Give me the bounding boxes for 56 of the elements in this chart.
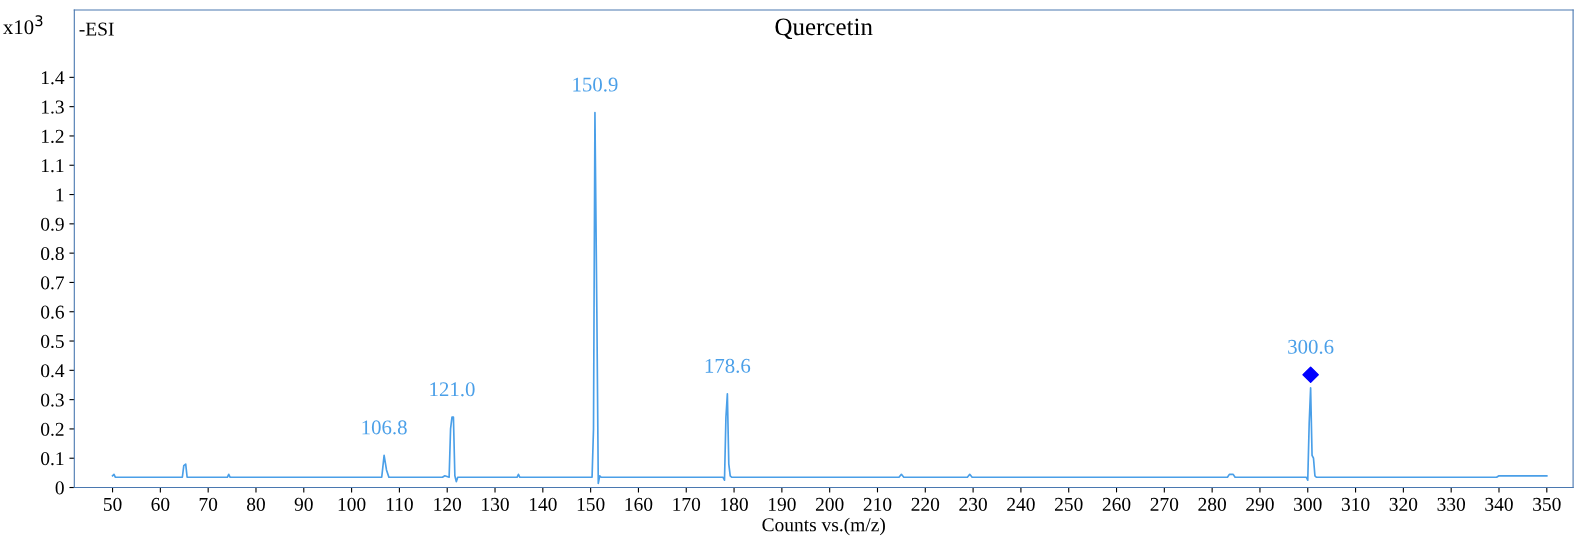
y-tick-label: 0.1 bbox=[41, 452, 64, 466]
y-tick-label: 1 bbox=[56, 188, 64, 202]
x-axis-title: Counts vs.(m/z) bbox=[762, 517, 885, 536]
x-tick-label: 100 bbox=[338, 497, 366, 511]
x-tick-label: 320 bbox=[1389, 497, 1418, 511]
y-axis-title: x10$^{3}$ bbox=[3, 15, 43, 35]
x-tick-label: 80 bbox=[247, 497, 265, 511]
y-tick-label: 0.4 bbox=[41, 364, 65, 378]
x-tick-label: 70 bbox=[199, 497, 218, 511]
annotation: 121.0 bbox=[430, 382, 475, 397]
x-tick-label: 90 bbox=[294, 497, 313, 511]
x-tick-label: 290 bbox=[1246, 497, 1274, 511]
y-tick-label: 0.6 bbox=[41, 305, 64, 319]
x-tick-label: 160 bbox=[625, 497, 653, 511]
x-tick-label: 270 bbox=[1150, 497, 1179, 511]
y-tick-label: 0.8 bbox=[41, 246, 64, 261]
y-tick-label: 0.3 bbox=[41, 393, 64, 407]
x-tick-label: 50 bbox=[103, 497, 122, 511]
y-tick-label: 1.1 bbox=[41, 159, 64, 173]
x-tick-label: 300 bbox=[1294, 497, 1322, 511]
y-tick-label: 0.2 bbox=[41, 422, 64, 436]
x-tick-label: 120 bbox=[434, 497, 462, 511]
annotation: 300.6 bbox=[1288, 339, 1334, 354]
line-series bbox=[111, 111, 1548, 485]
x-tick-label: 330 bbox=[1437, 497, 1466, 511]
y-tick-label: 1.3 bbox=[41, 100, 64, 114]
x-tick-label: 110 bbox=[386, 497, 413, 511]
x-tick-label: 210 bbox=[863, 497, 892, 511]
y-tick-label: 0 bbox=[55, 481, 64, 495]
x-tick-label: 350 bbox=[1533, 497, 1561, 511]
annotation: -ESI bbox=[79, 22, 114, 36]
annotation: 178.6 bbox=[705, 358, 751, 373]
x-tick-label: 140 bbox=[529, 497, 557, 511]
x-tick-label: 230 bbox=[959, 497, 987, 511]
x-tick-label: 340 bbox=[1485, 497, 1513, 511]
x-tick-label: 200 bbox=[815, 497, 844, 511]
x-tick-label: 240 bbox=[1007, 497, 1035, 511]
x-tick-label: 280 bbox=[1198, 497, 1226, 511]
x-tick-label: 310 bbox=[1341, 497, 1370, 511]
annotation: 150.9 bbox=[573, 77, 618, 92]
x-tick-label: 250 bbox=[1054, 497, 1083, 511]
x-tick-label: 60 bbox=[151, 497, 170, 511]
y-tick-label: 1.2 bbox=[41, 129, 64, 143]
y-tick-label: 0.9 bbox=[41, 217, 64, 231]
x-tick-label: 190 bbox=[769, 497, 796, 511]
x-tick-label: 260 bbox=[1102, 497, 1131, 511]
x-tick-label: 150 bbox=[577, 497, 605, 511]
x-tick-label: 180 bbox=[721, 497, 748, 511]
y-tick-label: 0.5 bbox=[41, 334, 64, 349]
chart-title: Quercetin bbox=[775, 18, 873, 40]
x-tick-label: 170 bbox=[673, 497, 701, 511]
y-tick-label: 1.4 bbox=[41, 71, 65, 85]
y-tick-label: 0.7 bbox=[41, 276, 65, 290]
annotation: 106.8 bbox=[362, 420, 407, 435]
x-tick-label: 220 bbox=[911, 497, 940, 511]
x-tick-label: 130 bbox=[482, 497, 509, 511]
